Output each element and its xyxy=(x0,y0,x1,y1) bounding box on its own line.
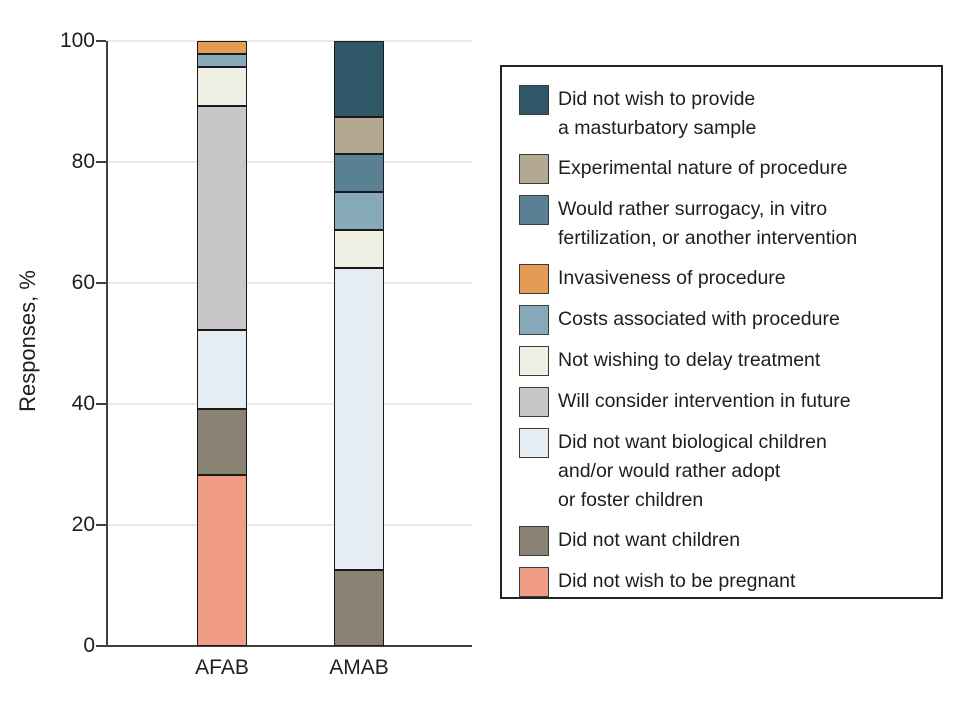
legend-item: Did not wish to provide a masturbatory sa… xyxy=(519,85,929,143)
legend-item: Will consider intervention in future xyxy=(519,387,929,417)
legend-label: Invasiveness of procedure xyxy=(558,264,786,293)
y-tick-0 xyxy=(96,645,106,647)
gridline-40 xyxy=(107,403,472,405)
legend-swatch xyxy=(519,195,549,225)
y-tick-80 xyxy=(96,161,106,163)
legend-label: Not wishing to delay treatment xyxy=(558,346,820,375)
legend-label-line: fertilization, or another intervention xyxy=(558,227,858,249)
legend-swatch xyxy=(519,154,549,184)
bar-segment-afab xyxy=(197,330,247,409)
y-tick-label-20: 20 xyxy=(71,513,95,536)
legend-swatch xyxy=(519,428,549,458)
legend-label: Did not want biological children and/or w… xyxy=(558,428,827,515)
legend-label-line: Experimental nature of procedure xyxy=(558,157,848,179)
legend-label: Costs associated with procedure xyxy=(558,305,840,334)
y-tick-40 xyxy=(96,403,106,405)
legend-item: Invasiveness of procedure xyxy=(519,264,929,294)
gridline-100 xyxy=(107,40,472,42)
legend-label-line: or foster children xyxy=(558,489,704,511)
legend-label: Did not wish to be pregnant xyxy=(558,567,795,596)
bar-segment-afab xyxy=(197,41,247,54)
y-tick-100 xyxy=(96,40,106,42)
legend-label-line: Did not want children xyxy=(558,529,741,551)
legend-label-line: Not wishing to delay treatment xyxy=(558,349,821,371)
legend-swatch xyxy=(519,264,549,294)
legend-swatch xyxy=(519,85,549,115)
y-tick-label-40: 40 xyxy=(71,392,95,415)
legend: Did not wish to provide a masturbatory sa… xyxy=(500,65,943,599)
gridline-60 xyxy=(107,282,472,284)
legend-label-line: and/or would rather adopt xyxy=(558,460,781,482)
y-tick-label-80: 80 xyxy=(71,150,95,173)
legend-label-line: Would rather surrogacy, in vitro xyxy=(558,198,828,220)
category-label-afab: AFAB xyxy=(195,656,249,679)
y-axis-line xyxy=(106,41,108,647)
bar-segment-afab xyxy=(197,409,247,475)
bar-segment-amab xyxy=(334,192,384,230)
legend-label-line: Will consider intervention in future xyxy=(558,390,851,412)
bar-segment-afab xyxy=(197,475,247,646)
y-tick-20 xyxy=(96,524,106,526)
y-tick-label-0: 0 xyxy=(83,634,95,657)
legend-label-line: Costs associated with procedure xyxy=(558,308,840,330)
legend-label: Did not want children xyxy=(558,526,740,555)
bar-segment-amab xyxy=(334,570,384,646)
legend-item: Would rather surrogacy, in vitro fertiliz… xyxy=(519,195,929,253)
y-tick-60 xyxy=(96,282,106,284)
legend-item: Experimental nature of procedure xyxy=(519,154,929,184)
legend-swatch xyxy=(519,305,549,335)
legend-item: Did not want biological children and/or w… xyxy=(519,428,929,515)
legend-swatch xyxy=(519,346,549,376)
bar-segment-amab xyxy=(334,230,384,268)
gridline-80 xyxy=(107,161,472,163)
bar-segment-afab xyxy=(197,106,247,330)
legend-label-line: Did not wish to be pregnant xyxy=(558,570,796,592)
legend-swatch xyxy=(519,387,549,417)
legend-label-line: Invasiveness of procedure xyxy=(558,267,786,289)
legend-label: Experimental nature of procedure xyxy=(558,154,847,183)
category-label-amab: AMAB xyxy=(329,656,389,679)
legend-item: Did not want children xyxy=(519,526,929,556)
y-tick-label-60: 60 xyxy=(71,271,95,294)
legend-label-line: a masturbatory sample xyxy=(558,117,757,139)
gridline-20 xyxy=(107,524,472,526)
legend-label-line: Did not want biological children xyxy=(558,431,827,453)
legend-label-line: Did not wish to provide xyxy=(558,88,756,110)
y-tick-label-100: 100 xyxy=(59,29,95,52)
legend-label: Did not wish to provide a masturbatory sa… xyxy=(558,85,756,143)
legend-item: Did not wish to be pregnant xyxy=(519,567,929,597)
bar-segment-afab xyxy=(197,67,247,106)
x-axis-line xyxy=(106,645,472,647)
legend-swatch xyxy=(519,526,549,556)
legend-item: Not wishing to delay treatment xyxy=(519,346,929,376)
legend-label: Would rather surrogacy, in vitro fertiliz… xyxy=(558,195,857,253)
bar-segment-amab xyxy=(334,154,384,192)
bar-segment-amab xyxy=(334,268,384,570)
legend-swatch xyxy=(519,567,549,597)
bar-segment-amab xyxy=(334,117,384,154)
legend-item: Costs associated with procedure xyxy=(519,305,929,335)
bar-segment-amab xyxy=(334,41,384,117)
bar-segment-afab xyxy=(197,54,247,67)
legend-label: Will consider intervention in future xyxy=(558,387,851,416)
